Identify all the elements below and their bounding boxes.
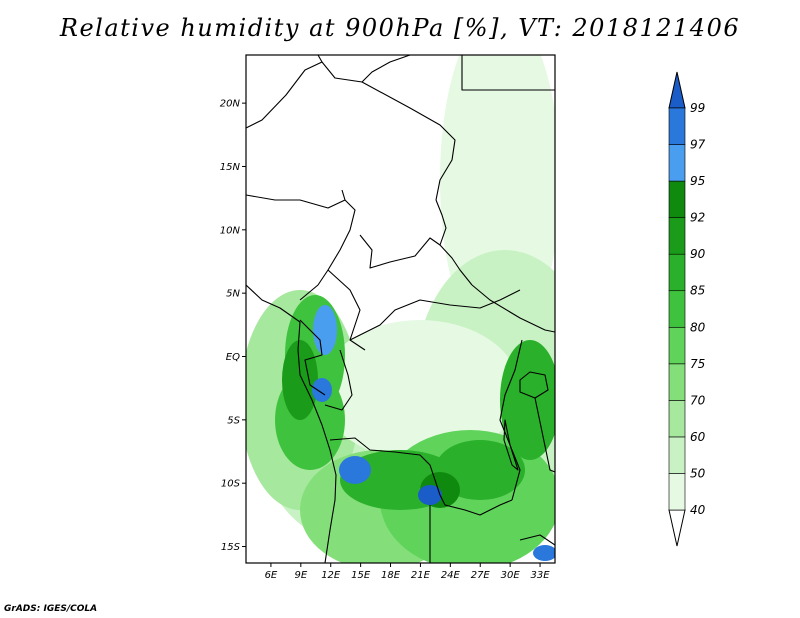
lat-tick-label-4: EQ (226, 352, 240, 363)
lat-tick-label-6: 10S (221, 479, 241, 490)
lat-tick-label-3: 5N (226, 289, 240, 300)
humidity-shade-16 (418, 485, 442, 505)
colorbar-label-9: 95 (690, 174, 705, 188)
lon-tick-label-5: 21E (411, 570, 431, 581)
colorbar-box-2 (668, 400, 686, 438)
colorbar-box-4 (668, 326, 686, 365)
lon-tick-label-6: 24E (441, 570, 461, 581)
colorbar-label-2: 60 (690, 430, 706, 444)
border-niger-chad-west (321, 55, 411, 83)
colorbar-box-8 (668, 180, 686, 218)
border-lake-victoria (519, 371, 549, 399)
lake-tanganyika (503, 419, 519, 471)
colorbar-label-8: 92 (690, 211, 705, 225)
colorbar-box-5 (668, 290, 686, 328)
colorbar: 40 50 60 70 75 80 85 90 92 95 97 99 (668, 71, 706, 547)
longitude-axis: 6E 9E 12E 15E 18E 21E 24E 27E 30E 33E (265, 563, 551, 581)
colorbar-box-10 (668, 107, 686, 145)
humidity-shade-17 (312, 378, 332, 402)
border-angola-zambia (439, 494, 513, 516)
colorbar-box-1 (668, 436, 686, 474)
colorbar-box-0 (668, 473, 686, 511)
border-congo-drc (324, 349, 353, 411)
colorbar-box-7 (668, 217, 686, 255)
lat-tick-label-2: 10N (220, 225, 241, 236)
border-tanzania (534, 397, 555, 473)
humidity-shade-4 (320, 320, 520, 460)
humidity-shade-14 (313, 305, 337, 355)
colorbar-label-10: 97 (690, 138, 706, 152)
border-cameroon-car (327, 269, 366, 351)
border-car-drc (349, 289, 521, 341)
humidity-shade-12 (282, 340, 318, 420)
lat-tick-label-0: 20N (220, 99, 241, 110)
colorbar-label-3: 70 (690, 393, 706, 407)
colorbar-box-6 (668, 253, 686, 292)
border-egypt-sudan (461, 55, 555, 91)
colorbar-label-11: 99 (690, 101, 705, 115)
border-nigeria-cameroon (299, 199, 356, 301)
colorbar-box-3 (668, 363, 686, 401)
footer-credit: GrADS: IGES/COLA (4, 604, 98, 614)
humidity-shade-15 (339, 456, 371, 484)
colorbar-label-6: 85 (690, 284, 705, 298)
latitude-axis: 20N 15N 10N 5N EQ 5S 10S 15S (220, 99, 246, 553)
colorbar-box-9 (668, 144, 686, 182)
colorbar-label-1: 50 (690, 466, 706, 480)
lon-tick-label-0: 6E (265, 570, 278, 581)
lat-tick-label-1: 15N (220, 162, 241, 173)
colorbar-bottom-arrow (668, 509, 686, 547)
border-mozambique (519, 534, 555, 546)
lat-tick-label-7: 15S (221, 542, 241, 553)
lon-tick-label-8: 30E (501, 570, 521, 581)
colorbar-label-7: 90 (690, 247, 706, 261)
lon-tick-label-2: 12E (321, 570, 341, 581)
colorbar-label-4: 75 (690, 357, 705, 371)
border-angola-north (329, 437, 441, 496)
lon-tick-label-1: 9E (294, 570, 307, 581)
coastline-north-africa (246, 55, 323, 129)
humidity-shade-18 (533, 545, 555, 561)
country-borders (246, 55, 555, 563)
map-title: Relative humidity at 900hPa [%], VT: 201… (59, 14, 741, 42)
map-frame (245, 54, 556, 564)
border-south-sudan (471, 284, 555, 333)
lat-tick-label-5: 5S (227, 415, 240, 426)
lon-tick-label-4: 18E (381, 570, 401, 581)
colorbar-label-5: 80 (690, 320, 706, 334)
lon-tick-label-7: 27E (471, 570, 491, 581)
border-nigeria-niger (246, 189, 346, 209)
humidity-field (246, 55, 555, 563)
lon-tick-label-3: 15E (351, 570, 371, 581)
colorbar-label-0: 40 (690, 503, 706, 517)
border-drc-east (499, 339, 523, 501)
colorbar-top-arrow (668, 71, 686, 109)
border-gabon (299, 319, 326, 396)
coastline-atlantic (246, 284, 337, 563)
lon-tick-label-9: 33E (531, 570, 551, 581)
border-chad-car (359, 234, 441, 269)
border-libya-chad (361, 81, 456, 201)
